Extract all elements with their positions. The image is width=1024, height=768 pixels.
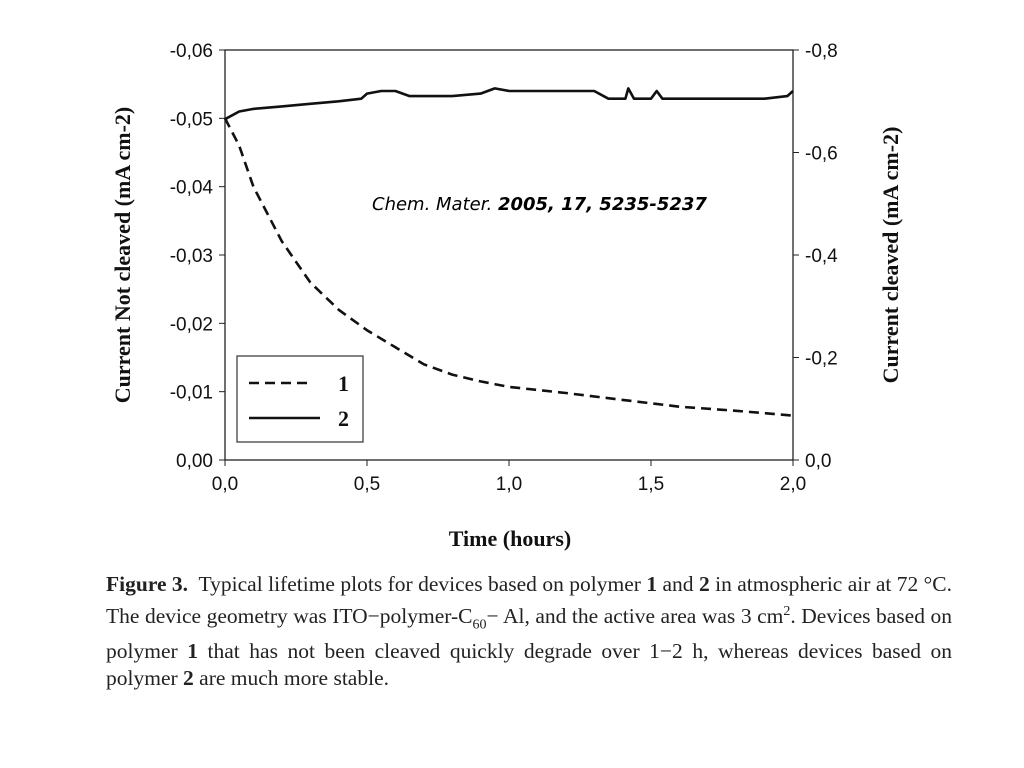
x-tick-label: 1,5 <box>638 474 664 495</box>
y-right-tick-label: -0,2 <box>805 349 838 370</box>
y-axis-right-label: Current cleaved (mA cm-2) <box>878 127 903 384</box>
journal-ref: 2005, 17, 5235-5237 <box>497 194 707 215</box>
y-right-tick-label: -0,4 <box>805 246 838 267</box>
x-tick-label: 2,0 <box>780 474 806 495</box>
series-2-line <box>224 87 794 121</box>
y-right-tick-label: -0,8 <box>805 41 838 62</box>
x-axis-label: Time (hours) <box>449 526 571 551</box>
figure-caption: Figure 3. Typical lifetime plots for dev… <box>106 572 953 691</box>
y-left-tick-label: -0,02 <box>170 314 213 335</box>
legend-label-1: 1 <box>338 371 349 396</box>
y-left-tick-label: -0,04 <box>170 178 214 199</box>
y-left-tick-label: -0,06 <box>170 41 213 62</box>
y-right-tick-label: -0,6 <box>805 144 838 165</box>
x-tick-label: 0,5 <box>354 474 380 495</box>
x-tick-label: 0,0 <box>212 474 238 495</box>
citation-annotation: Chem. Mater. 2005, 17, 5235-5237 <box>372 194 707 215</box>
y-axis-left-label: Current Not cleaved (mA cm-2) <box>110 107 135 404</box>
y-left-tick-label: -0,03 <box>170 246 213 267</box>
x-tick-label: 1,0 <box>496 474 522 495</box>
journal-name: Chem. Mater. <box>372 194 493 215</box>
y-left-tick-label: 0,00 <box>176 451 213 472</box>
legend-label-2: 2 <box>338 406 349 431</box>
legend-box <box>236 355 364 443</box>
caption-label: Figure 3. <box>106 572 189 596</box>
legend: 1 2 <box>236 355 364 443</box>
y-right-tick-label: 0,0 <box>805 451 831 472</box>
y-left-tick-label: -0,05 <box>170 109 213 130</box>
y-left-tick-label: -0,01 <box>170 383 213 404</box>
series-1-line <box>223 117 794 417</box>
